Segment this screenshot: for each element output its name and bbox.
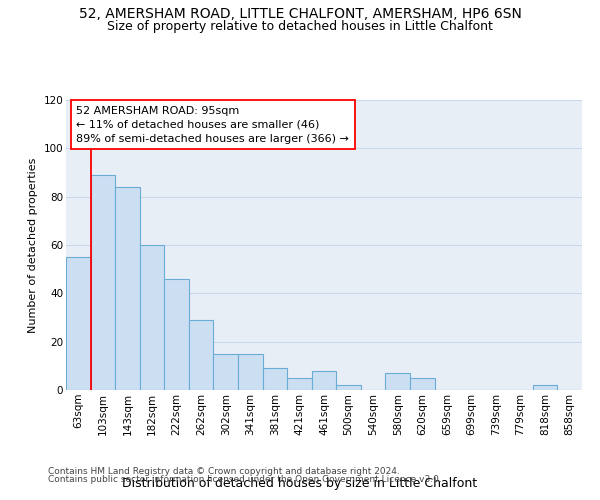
- Bar: [263, 368, 287, 390]
- Bar: [189, 320, 214, 390]
- Bar: [66, 257, 91, 390]
- Text: 52, AMERSHAM ROAD, LITTLE CHALFONT, AMERSHAM, HP6 6SN: 52, AMERSHAM ROAD, LITTLE CHALFONT, AMER…: [79, 8, 521, 22]
- Bar: [164, 279, 189, 390]
- Bar: [140, 245, 164, 390]
- Bar: [91, 175, 115, 390]
- Bar: [115, 187, 140, 390]
- Bar: [533, 385, 557, 390]
- Text: Contains HM Land Registry data © Crown copyright and database right 2024.: Contains HM Land Registry data © Crown c…: [48, 467, 400, 476]
- Bar: [410, 378, 434, 390]
- Y-axis label: Number of detached properties: Number of detached properties: [28, 158, 38, 332]
- Bar: [287, 378, 312, 390]
- Text: Distribution of detached houses by size in Little Chalfont: Distribution of detached houses by size …: [122, 477, 478, 490]
- Bar: [214, 354, 238, 390]
- Bar: [336, 385, 361, 390]
- Text: 52 AMERSHAM ROAD: 95sqm
← 11% of detached houses are smaller (46)
89% of semi-de: 52 AMERSHAM ROAD: 95sqm ← 11% of detache…: [76, 106, 349, 144]
- Text: Size of property relative to detached houses in Little Chalfont: Size of property relative to detached ho…: [107, 20, 493, 33]
- Bar: [238, 354, 263, 390]
- Bar: [312, 370, 336, 390]
- Bar: [385, 373, 410, 390]
- Text: Contains public sector information licensed under the Open Government Licence v3: Contains public sector information licen…: [48, 475, 442, 484]
